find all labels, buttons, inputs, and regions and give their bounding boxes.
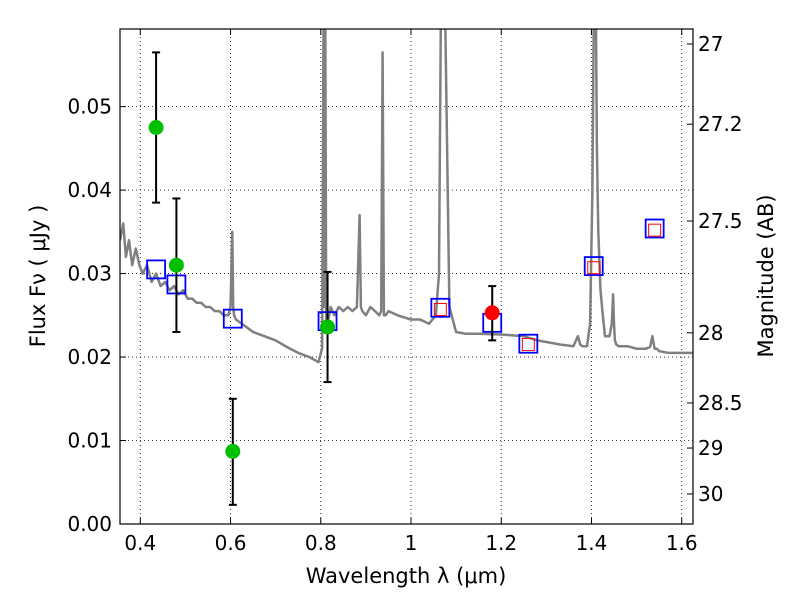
x-tick-label: 1.4: [576, 531, 608, 555]
y2-tick-label: 27: [698, 32, 723, 56]
plot-area: [120, 29, 693, 506]
highlighted-point: [484, 305, 500, 321]
y2-tick-label: 27.2: [698, 112, 743, 136]
y-tick-label: 0.04: [67, 178, 112, 202]
detection-point: [225, 443, 241, 459]
x-tick-label: 1.6: [666, 531, 698, 555]
grid: [120, 29, 693, 525]
model-band-square: [146, 259, 166, 280]
ticks: 0.4 0.6 0.8 1 1.2 1.4 1.6 0.00 0.01 0.02 0.03 0.04 0…: [67, 29, 743, 555]
model-band-square: [222, 308, 243, 329]
model-spectrum-line: [120, 29, 693, 364]
x-tick-label: 0.6: [215, 531, 247, 555]
model-band-inner-square: [521, 338, 535, 352]
y2-axis-label: Magnitude (AB): [754, 194, 778, 357]
x-tick-label: 1.2: [485, 531, 517, 555]
x-tick-label: 1: [405, 531, 418, 555]
y2-tick-label: 30: [698, 482, 723, 506]
axes-frame: [119, 28, 694, 525]
y-tick-label: 0.00: [67, 512, 112, 536]
y-tick-label: 0.03: [67, 262, 112, 286]
y2-tick-label: 27.5: [698, 209, 743, 233]
y-tick-label: 0.05: [67, 95, 112, 119]
x-tick-label: 0.8: [305, 531, 337, 555]
y-tick-label: 0.02: [67, 345, 112, 369]
detection-point: [168, 257, 184, 273]
x-tick-label: 0.4: [124, 531, 156, 555]
y-tick-label: 0.01: [67, 429, 112, 453]
detection-point: [148, 119, 164, 135]
model-band-square: [644, 218, 665, 239]
model-band-inner-square: [648, 223, 662, 237]
model-band-inner-square: [433, 302, 447, 316]
y-axis-label: Flux Fν ( μJy ): [26, 205, 50, 348]
x-axis-label: Wavelength λ (μm): [306, 564, 507, 588]
y2-tick-label: 28.5: [698, 391, 743, 415]
detection-point: [320, 319, 336, 335]
model-band-inner-square: [587, 261, 601, 275]
y2-tick-label: 28: [698, 321, 723, 345]
model-band-square: [430, 297, 451, 318]
y2-tick-label: 29: [698, 436, 723, 460]
model-band-square: [583, 256, 604, 276]
model-band-square: [518, 333, 539, 354]
